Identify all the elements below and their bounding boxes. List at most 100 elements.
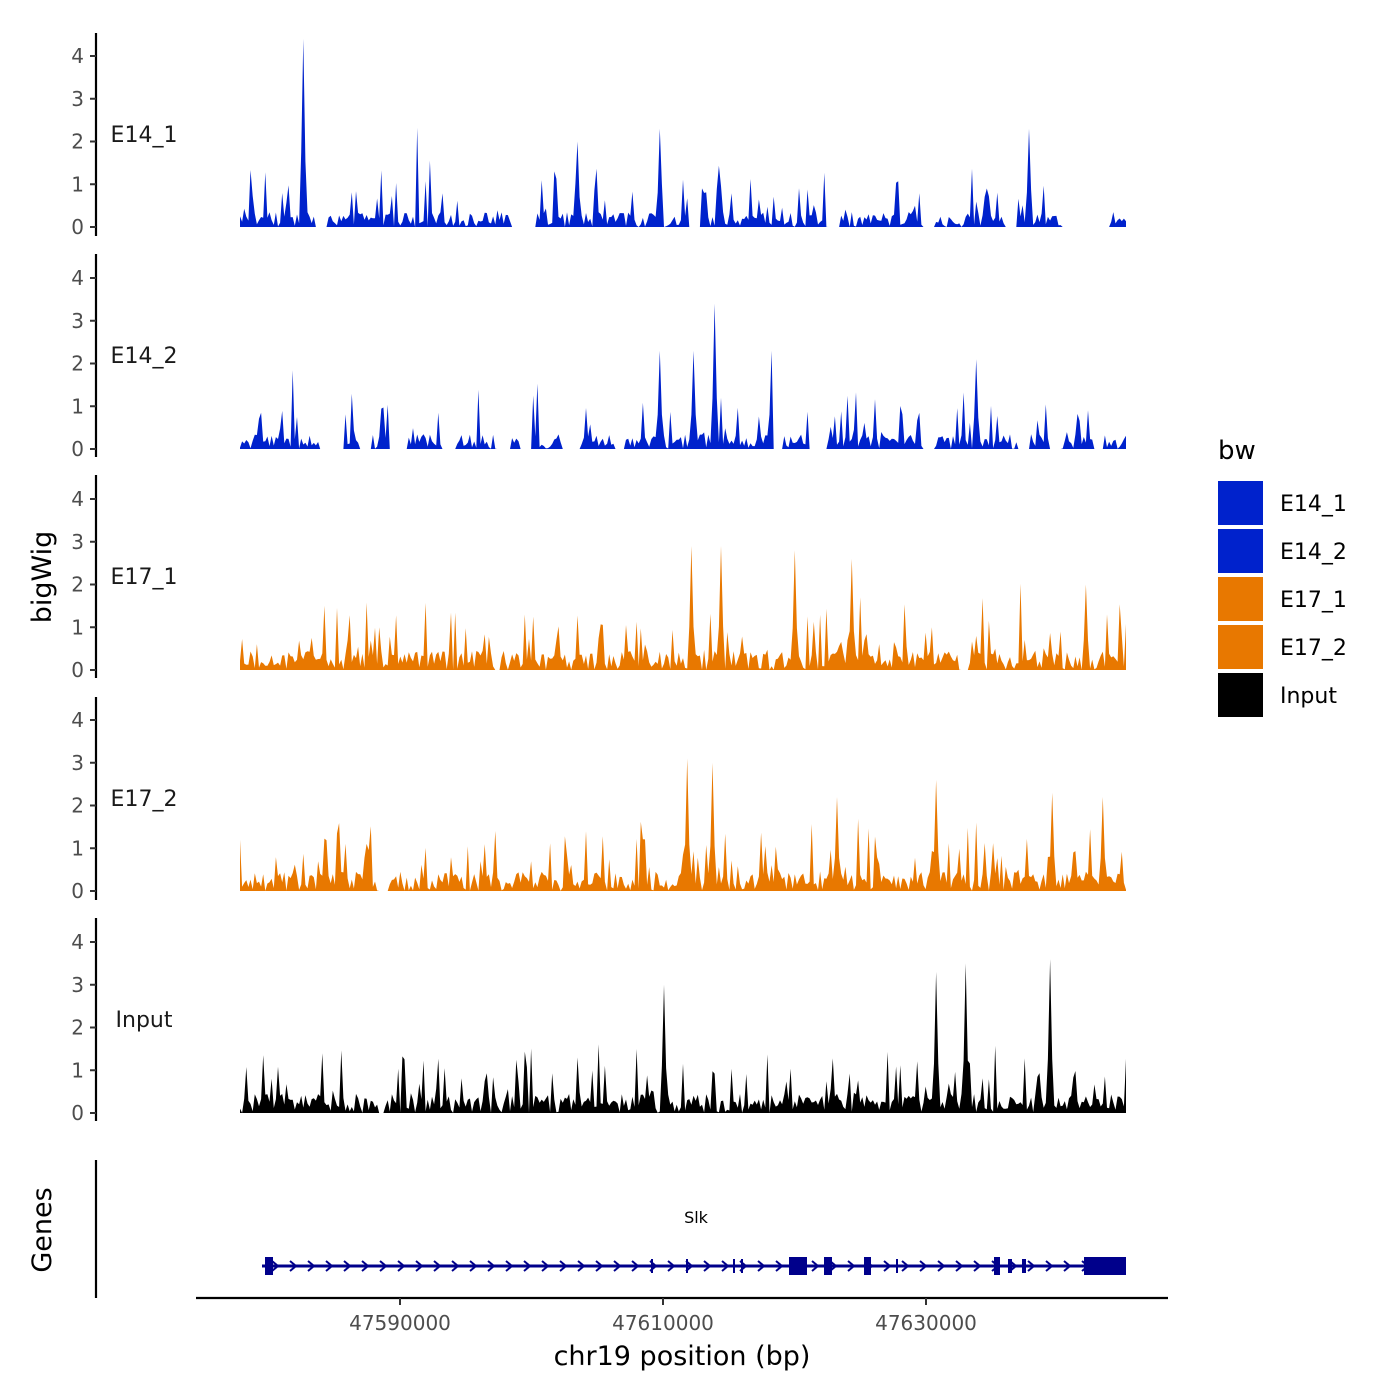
gene-strand-arrow [451,1260,460,1272]
y-tick-label-E14_1-2: 2 [71,130,84,154]
y-tick-label-Input-4: 4 [71,930,84,954]
x-tick-label-47630000: 47630000 [875,1311,977,1335]
gene-exon-5 [789,1257,807,1275]
legend-key-E14_1 [1218,481,1263,525]
y-tick-label-Input-0: 0 [71,1101,84,1125]
gene-strand-arrow [1027,1260,1036,1272]
track-Input: 0 1 2 3 4 Input [71,918,1126,1125]
gene-strand-arrow [523,1260,532,1272]
track-E17_1: 0 1 2 3 4 E17_1 [71,475,1126,682]
gene-exon-12 [1084,1257,1126,1275]
gene-exon-4 [741,1259,743,1273]
legend-label-Input: Input [1280,684,1337,709]
gene-strand-arrow [1063,1260,1072,1272]
gene-strand-arrow [775,1260,784,1272]
y-tick-label-E14_2-0: 0 [71,437,84,461]
y-tick-label-E17_2-4: 4 [71,708,84,732]
gene-strand-arrow [973,1260,982,1272]
gene-strand-arrow [487,1260,496,1272]
gene-strand-arrow [343,1260,352,1272]
gene-strand-arrow [811,1260,820,1272]
gene-strand-arrow [271,1260,280,1272]
bigwig-tracks: 0 1 2 3 4 E14_1 0 1 2 3 4 E14_2 0 1 2 3 4 E17_1 0 1 2 3 4 E17_2… [71,33,1126,1125]
y-tick-label-E14_1-1: 1 [71,172,84,196]
x-axis-title: chr19 position (bp) [554,1341,811,1372]
legend-key-E17_2 [1218,625,1263,669]
x-axis: 47590000 47610000 47630000 [196,1296,1168,1335]
gene-strand-arrow [919,1260,928,1272]
y-tick-label-Input-2: 2 [71,1016,84,1040]
legend: bw E14_1 E14_2 E17_1 E17_2 Input [1218,436,1347,717]
track-E17_2: 0 1 2 3 4 E17_2 [71,697,1126,903]
gene-strand-arrow [847,1260,856,1272]
gene-exon-6 [824,1257,832,1275]
track-label-E17_1: E17_1 [111,565,178,590]
legend-title: bw [1218,436,1256,466]
gene-name-label: Slk [684,1208,709,1227]
y-tick-label-E14_2-1: 1 [71,394,84,418]
y-tick-label-Input-3: 3 [71,973,84,997]
y-tick-label-E14_2-3: 3 [71,309,84,333]
gene-exon-7 [864,1257,871,1275]
gene-strand-arrow [433,1260,442,1272]
signal-area-E14_2 [240,303,1126,449]
legend-label-E14_2: E14_2 [1280,540,1347,565]
gene-strand-arrow [937,1260,946,1272]
y-tick-label-E14_1-3: 3 [71,87,84,111]
y-tick-label-E14_1-4: 4 [71,44,84,68]
y-tick-label-E17_1-0: 0 [71,658,84,682]
track-E14_1: 0 1 2 3 4 E14_1 [71,33,1126,239]
gene-exon-1 [651,1259,653,1273]
y-tick-label-E17_1-3: 3 [71,530,84,554]
signal-area-E17_1 [240,546,1126,670]
legend-key-E17_1 [1218,577,1263,621]
gene-strand-arrow [595,1260,604,1272]
gene-strand-arrow [325,1260,334,1272]
legend-key-Input [1218,673,1263,717]
y-tick-label-E17_2-2: 2 [71,794,84,818]
gene-strand-arrow [397,1260,406,1272]
gene-exon-11 [1022,1259,1026,1273]
x-tick-label-47590000: 47590000 [349,1311,451,1335]
track-label-E17_2: E17_2 [111,787,178,812]
gene-strand-arrow [631,1260,640,1272]
gene-strand-arrow [469,1260,478,1272]
gene-strand-arrow [613,1260,622,1272]
signal-area-Input [240,959,1126,1113]
gene-exon-3 [733,1259,735,1273]
signal-area-E17_2 [240,758,1126,891]
gene-exon-2 [686,1259,688,1273]
gene-exon-10 [1008,1259,1012,1273]
gene-strand-arrow [667,1260,676,1272]
gene-strand-arrow [955,1260,964,1272]
legend-label-E14_1: E14_1 [1280,492,1347,517]
y-tick-label-E17_1-4: 4 [71,487,84,511]
x-tick-label-47610000: 47610000 [612,1311,714,1335]
gene-strand-arrow [379,1260,388,1272]
gene-exon-8 [896,1259,898,1273]
gene-strand-arrow [289,1260,298,1272]
track-label-Input: Input [116,1008,173,1033]
gene-exon-0 [265,1257,273,1275]
gene-strand-arrow [883,1260,892,1272]
y-tick-label-E17_2-3: 3 [71,751,84,775]
gene-strand-arrow [721,1260,730,1272]
track-E14_2: 0 1 2 3 4 E14_2 [71,254,1126,461]
gene-track: Slk [94,1160,1126,1298]
y-tick-label-E14_2-4: 4 [71,266,84,290]
gene-strand-arrow [505,1260,514,1272]
y-tick-label-E17_2-0: 0 [71,879,84,903]
gene-strand-arrow [757,1260,766,1272]
y-tick-label-E17_2-1: 1 [71,836,84,860]
legend-key-E14_2 [1218,529,1263,573]
y-tick-label-E17_1-1: 1 [71,615,84,639]
track-label-E14_1: E14_1 [111,123,178,148]
y-tick-label-E17_1-2: 2 [71,573,84,597]
gene-strand-arrow [577,1260,586,1272]
y-axis-title: bigWig [27,531,58,624]
genes-axis-title: Genes [27,1187,58,1272]
legend-label-E17_2: E17_2 [1280,636,1347,661]
signal-area-E14_1 [240,38,1126,228]
y-tick-label-Input-1: 1 [71,1058,84,1082]
